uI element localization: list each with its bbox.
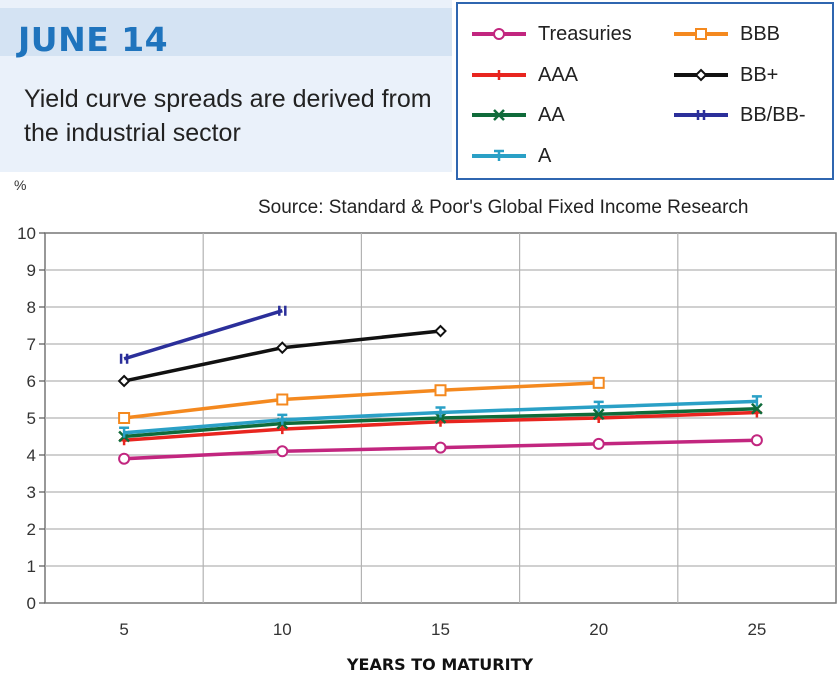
legend-marker [694, 68, 708, 82]
legend-marker [696, 110, 706, 120]
legend-label: BB+ [740, 63, 779, 86]
data-point [434, 441, 447, 454]
data-point [592, 408, 605, 421]
legend-swatch-bbb [674, 28, 728, 40]
y-tick-label: 3 [27, 483, 36, 502]
data-point [275, 341, 289, 355]
legend-marker [494, 149, 504, 161]
x-tick-label: 20 [589, 620, 608, 639]
legend-item-aa: AA [468, 102, 565, 128]
y-axis: 0 1 2 3 4 5 6 7 8 9 10 [17, 224, 45, 613]
x-tick-label: 15 [431, 620, 450, 639]
y-tick-label: 2 [27, 520, 36, 539]
legend-swatch-treasuries [472, 28, 526, 40]
y-tick-label: 7 [27, 335, 36, 354]
data-point [278, 305, 287, 316]
series-bbb [118, 376, 605, 424]
data-point [117, 374, 131, 388]
chart-subtitle: Yield curve spreads are derived from the… [24, 85, 432, 147]
series-treasuries [118, 434, 763, 465]
data-point [118, 412, 131, 424]
data-point [592, 376, 605, 389]
data-point [750, 434, 763, 447]
legend-label: AA [538, 103, 565, 126]
y-tick-label: 6 [27, 372, 36, 391]
data-point [119, 353, 129, 364]
x-tick-label: 25 [747, 620, 766, 639]
legend-item-bbb: BBB [670, 21, 780, 47]
data-point [434, 412, 447, 424]
legend-label: AAA [538, 63, 579, 86]
data-point [593, 400, 604, 412]
x-tick-label: 5 [119, 620, 128, 639]
series-line [123, 381, 599, 420]
y-tick-label: 10 [17, 224, 36, 243]
legend-swatch-a [472, 149, 526, 161]
legend-label: A [538, 144, 552, 167]
legend-swatch-bb-plus [674, 68, 728, 82]
x-tick-label: 10 [273, 620, 292, 639]
legend-swatch-aa [472, 109, 526, 121]
y-tick-label: 4 [27, 446, 36, 465]
series-line [123, 309, 283, 361]
legend-item-bb-plus: BB+ [670, 62, 778, 88]
y-tick-label: 0 [27, 594, 36, 613]
legend-marker [695, 28, 707, 40]
legend-swatch-bb-bb-minus [674, 110, 728, 120]
legend-item-treasuries: Treasuries [468, 21, 632, 47]
legend-marker [493, 109, 505, 121]
legend-marker [494, 70, 504, 80]
series-bb-plus [117, 324, 447, 388]
legend-swatch-aaa [472, 70, 526, 80]
legend-item-bb-bb-minus: BB/BB- [670, 102, 806, 128]
legend-label: BB/BB- [740, 103, 806, 126]
y-tick-label: 9 [27, 261, 36, 280]
data-point [276, 393, 289, 406]
y-tick-label: 5 [27, 409, 36, 428]
data-point [435, 406, 446, 418]
y-tick-label: 8 [27, 298, 36, 317]
series-bb-bb [119, 305, 287, 364]
y-axis-label: % [14, 177, 27, 193]
data-point [119, 426, 130, 438]
legend-item-a: A [468, 143, 551, 169]
legend-label: Treasuries [538, 22, 632, 45]
y-tick-label: 1 [27, 557, 36, 576]
data-point [118, 452, 131, 465]
data-point [277, 413, 288, 425]
source-note: Source: Standard & Poor's Global Fixed I… [258, 197, 749, 218]
data-point [434, 324, 447, 338]
data-point [434, 384, 447, 397]
legend-label: BBB [740, 22, 781, 45]
data-point [751, 395, 762, 407]
date-bar: JUNE 14 [0, 8, 452, 59]
series-a [119, 395, 762, 438]
data-point [276, 445, 289, 458]
data-point [592, 437, 605, 450]
data-point [751, 402, 763, 415]
x-axis-title: YEARS TO MATURITY [346, 655, 534, 674]
page-title: JUNE 14 [18, 20, 169, 59]
legend-marker [493, 28, 505, 40]
chart-legend: Treasuries AAA AA A BBB BB+ BB/BB- [456, 2, 834, 180]
x-axis: 5 10 15 20 25 [119, 620, 766, 639]
data-point [277, 424, 288, 435]
legend-item-aaa: AAA [468, 62, 578, 88]
